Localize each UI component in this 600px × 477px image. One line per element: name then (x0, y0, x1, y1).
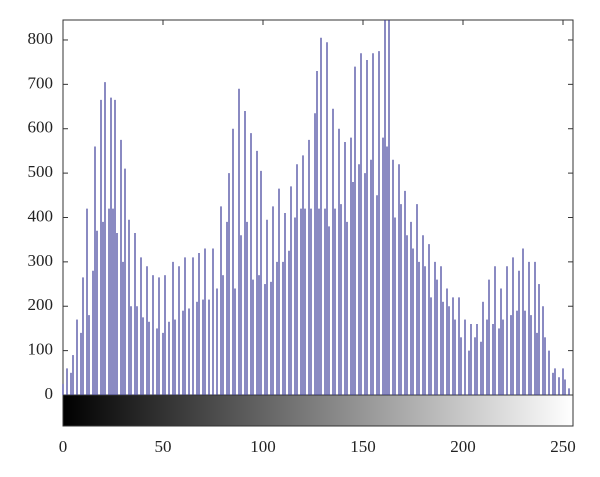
y-tick-label: 400 (28, 206, 54, 225)
x-tick-label: 50 (155, 437, 172, 456)
grayscale-bar (63, 395, 573, 426)
x-tick-label: 150 (350, 437, 376, 456)
y-tick-label: 300 (28, 251, 54, 270)
x-tick-label: 0 (59, 437, 68, 456)
x-tick-label: 100 (250, 437, 276, 456)
plot-frame (62, 19, 574, 427)
x-tick-label: 200 (450, 437, 476, 456)
y-tick-label: 0 (45, 384, 54, 403)
y-tick-label: 700 (28, 73, 54, 92)
y-tick-label: 600 (28, 118, 54, 137)
x-tick-label: 250 (550, 437, 576, 456)
y-tick-label: 100 (28, 340, 54, 359)
y-tick-label: 500 (28, 162, 54, 181)
y-tick-label: 200 (28, 295, 54, 314)
y-tick-label: 800 (28, 29, 54, 48)
